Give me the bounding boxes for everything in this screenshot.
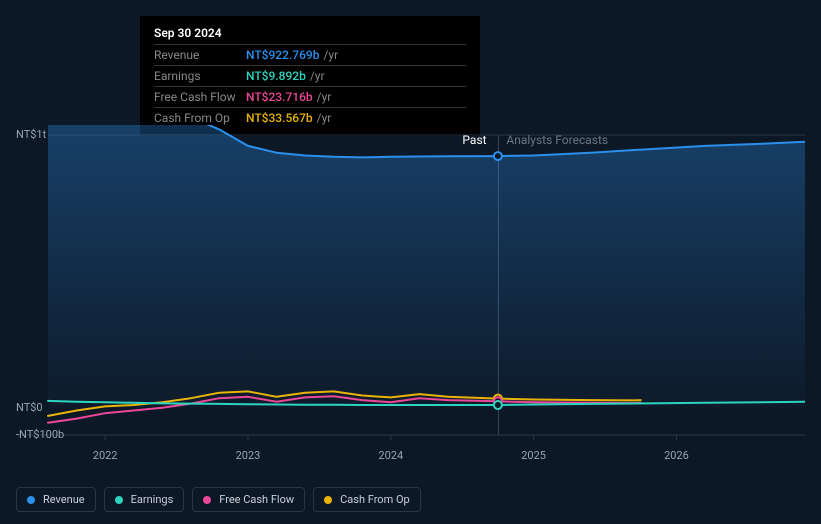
x-axis-label: 2022: [93, 449, 118, 462]
legend-dot-icon: [27, 496, 35, 504]
legend-item-revenue[interactable]: Revenue: [16, 487, 96, 512]
tooltip-row-value: NT$922.769b: [246, 48, 319, 62]
tooltip-row-label: Revenue: [154, 48, 246, 62]
x-axis-labels: 2022 2023 2024 2025 2026: [48, 449, 805, 465]
tooltip-row-label: Cash From Op: [154, 111, 246, 125]
legend-item-label: Revenue: [43, 493, 85, 506]
tooltip-row-value: NT$9.892b: [246, 69, 306, 83]
tooltip-row-unit: /yr: [317, 90, 332, 104]
tooltip-row-unit: /yr: [317, 111, 332, 125]
tooltip-row-unit: /yr: [310, 69, 325, 83]
legend-item-cash-from-op[interactable]: Cash From Op: [313, 487, 421, 512]
chart-tooltip: Sep 30 2024 RevenueNT$922.769b/yrEarning…: [140, 16, 480, 136]
y-axis-label: NT$1t: [16, 128, 46, 141]
tooltip-row-label: Earnings: [154, 69, 246, 83]
past-label: Past: [462, 133, 486, 147]
tooltip-row-value: NT$33.567b: [246, 111, 313, 125]
legend-item-earnings[interactable]: Earnings: [104, 487, 185, 512]
legend-item-label: Earnings: [131, 493, 174, 506]
legend: Revenue Earnings Free Cash Flow Cash From O…: [16, 487, 421, 512]
x-axis-label: 2026: [664, 449, 689, 462]
legend-item-free-cash-flow[interactable]: Free Cash Flow: [192, 487, 305, 512]
chart-svg: [16, 125, 805, 445]
legend-dot-icon: [203, 496, 211, 504]
chart-area: Past Analysts Forecasts 2022202320242025…: [16, 125, 805, 445]
forecast-label: Analysts Forecasts: [506, 133, 608, 147]
tooltip-row-label: Free Cash Flow: [154, 90, 246, 104]
legend-item-label: Free Cash Flow: [219, 493, 294, 506]
y-axis-label: NT$0: [16, 401, 43, 414]
x-axis-label: 2025: [521, 449, 546, 462]
tooltip-date: Sep 30 2024: [154, 26, 466, 44]
x-axis-label: 2023: [236, 449, 261, 462]
legend-item-label: Cash From Op: [340, 493, 410, 506]
tooltip-row-value: NT$23.716b: [246, 90, 313, 104]
legend-dot-icon: [115, 496, 123, 504]
tooltip-row-unit: /yr: [323, 48, 338, 62]
tooltip-row: Free Cash FlowNT$23.716b/yr: [154, 86, 466, 107]
y-axis-label: -NT$100b: [16, 428, 64, 441]
legend-dot-icon: [324, 496, 332, 504]
tooltip-row: RevenueNT$922.769b/yr: [154, 44, 466, 65]
tooltip-row: EarningsNT$9.892b/yr: [154, 65, 466, 86]
x-axis-label: 2024: [378, 449, 403, 462]
